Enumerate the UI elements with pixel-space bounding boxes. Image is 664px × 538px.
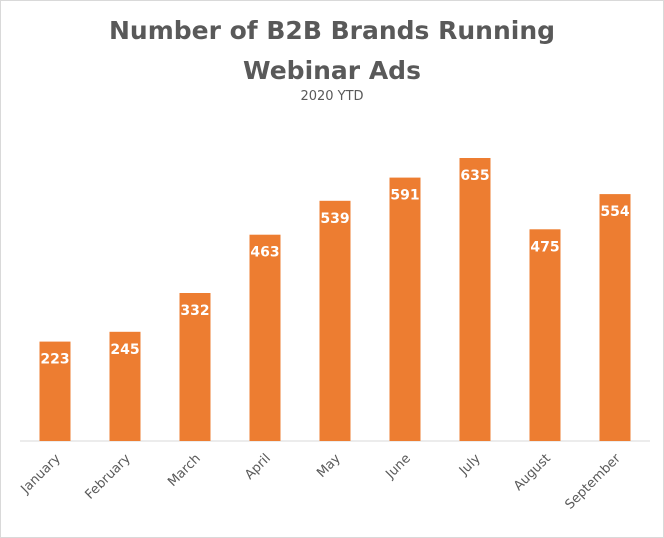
bar-april xyxy=(249,234,281,441)
bar-august xyxy=(529,229,561,441)
data-label-august: 475 xyxy=(530,239,559,255)
bar-march xyxy=(179,293,211,441)
data-label-april: 463 xyxy=(250,245,279,261)
x-tick-label-march: March xyxy=(165,451,204,490)
x-tick-label-january: January xyxy=(18,451,64,497)
data-label-september: 554 xyxy=(600,204,629,220)
data-label-may: 539 xyxy=(320,211,349,227)
chart-title-line-1: Number of B2B Brands Running xyxy=(108,16,556,45)
x-tick-label-february: February xyxy=(82,451,134,503)
bar-february xyxy=(109,331,141,441)
bar-may xyxy=(319,200,351,441)
data-label-february: 245 xyxy=(110,342,139,358)
data-label-june: 591 xyxy=(390,188,419,204)
bar-july xyxy=(459,158,491,441)
x-tick-label-september: September xyxy=(562,451,624,513)
x-tick-label-april: April xyxy=(242,451,274,483)
bar-january xyxy=(39,341,71,441)
data-label-march: 332 xyxy=(180,303,209,319)
chart-title: Number of B2B Brands Running Webinar Ads xyxy=(1,11,663,91)
bar-september xyxy=(599,194,631,441)
chart-subtitle: 2020 YTD xyxy=(300,89,364,104)
x-tick-label-june: June xyxy=(382,451,413,482)
x-tick-label-august: August xyxy=(511,451,554,494)
x-tick-label-may: May xyxy=(314,451,344,481)
data-label-january: 223 xyxy=(40,352,69,368)
bar-june xyxy=(389,177,421,441)
data-label-july: 635 xyxy=(460,168,489,184)
x-tick-label-july: July xyxy=(456,451,484,479)
chart-title-line-2: Webinar Ads xyxy=(243,56,421,85)
